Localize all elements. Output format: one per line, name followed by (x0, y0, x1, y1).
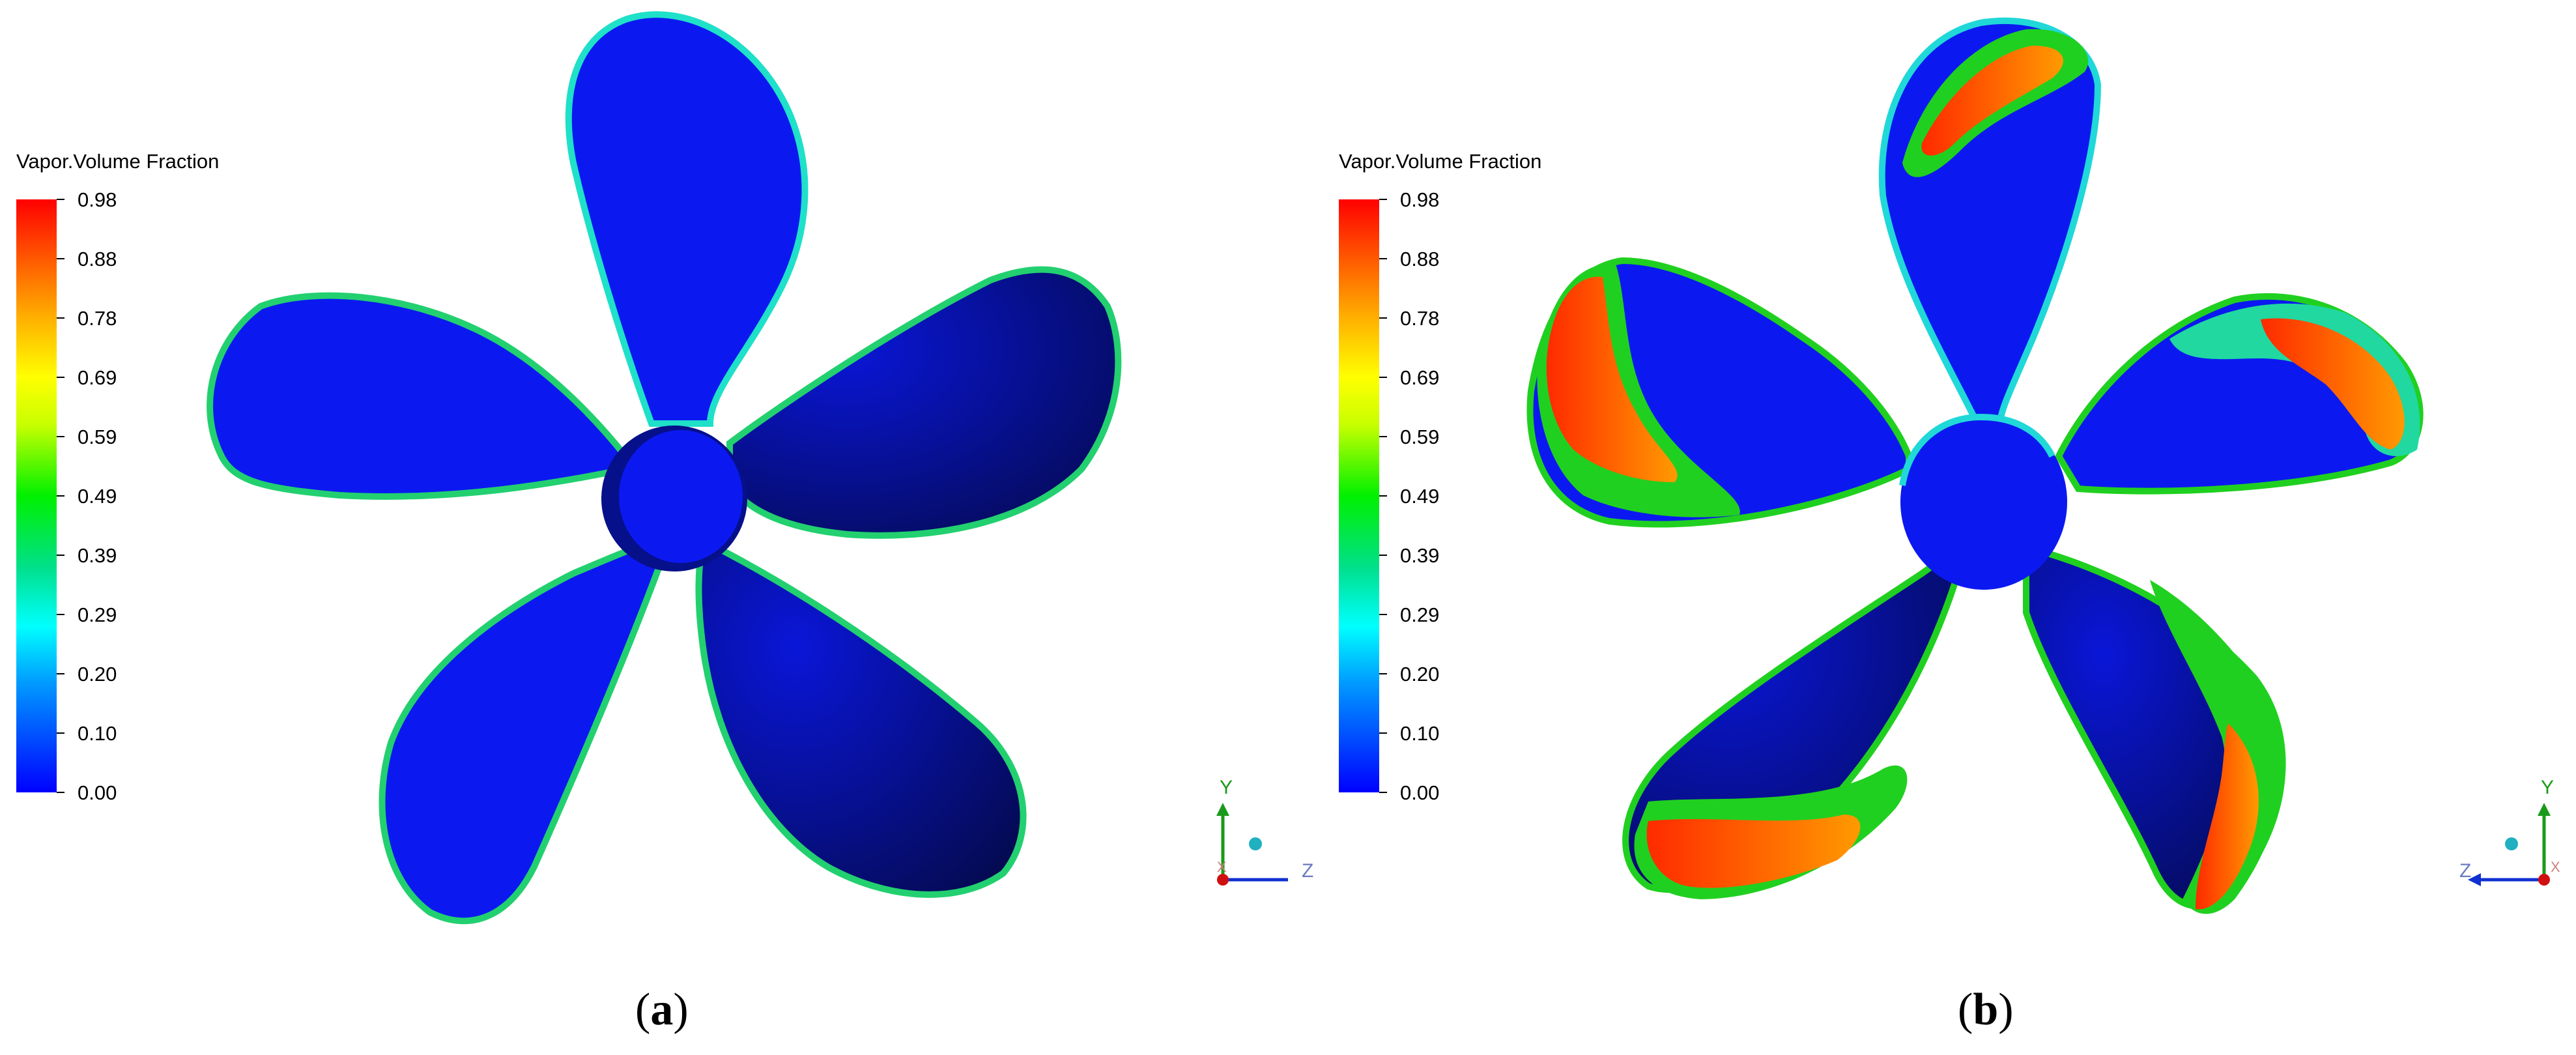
tick-label: 0.10 (1400, 722, 1440, 745)
blade (379, 529, 677, 925)
tick-mark (1379, 792, 1387, 793)
tick-label: 0.98 (1400, 188, 1440, 211)
axis-z-label: Z (2459, 860, 2472, 882)
tick-mark (57, 673, 64, 674)
cavitation-region (1546, 276, 1678, 482)
tick-mark (57, 258, 64, 259)
tick-label: 0.59 (1400, 426, 1440, 448)
tick-label: 0.78 (1400, 307, 1440, 330)
cavitation-region (2196, 723, 2259, 910)
propeller-render-a (207, 11, 1288, 925)
hub (1900, 414, 2067, 590)
tick-mark (57, 732, 64, 734)
tick-label: 0.39 (78, 544, 117, 567)
tick-label: 0.20 (78, 663, 117, 686)
axis-y-label: Y (2541, 777, 2555, 798)
tick-label: 0.39 (1400, 544, 1440, 567)
panel-b: Vapor.Volume Fraction 0.98 0.88 0.78 0.69 0.… (1323, 0, 2576, 1055)
axis-x-label: X (2551, 859, 2560, 875)
tick-mark (1379, 258, 1387, 259)
colorbar-title: Vapor.Volume Fraction (1339, 150, 1542, 173)
tick-mark (1379, 317, 1387, 319)
propeller-b (1526, 17, 2424, 914)
axes-triad (1216, 803, 1288, 886)
tick-label: 0.59 (78, 426, 117, 448)
tick-mark (1379, 673, 1387, 674)
cavitation-region (1899, 413, 2055, 486)
colorbar-title: Vapor.Volume Fraction (16, 150, 220, 173)
tick-label: 0.69 (1400, 366, 1440, 389)
blade (565, 11, 809, 427)
propeller-a (207, 11, 1122, 925)
tick-label: 0.49 (78, 485, 117, 508)
colorbar (1339, 199, 1379, 792)
tick-mark (1379, 199, 1387, 200)
tick-label: 0.29 (1400, 603, 1440, 626)
tick-mark (57, 495, 64, 497)
tick-mark (57, 317, 64, 319)
tick-label: 0.00 (1400, 781, 1440, 804)
colorbar-ticks: 0.98 0.88 0.78 0.69 0.59 0.49 0.39 0.29 0.20 0.10… (1379, 188, 1457, 804)
axis-x-label: X (1217, 859, 1227, 875)
panel-label-a: (a) (635, 985, 689, 1035)
tick-label: 0.69 (78, 366, 117, 389)
tick-mark (1379, 377, 1387, 378)
cavitation-region (2169, 303, 2420, 456)
tick-label: 0.29 (78, 603, 117, 626)
tick-mark (57, 614, 64, 615)
propeller-render-b (1526, 17, 2551, 914)
tick-label: 0.20 (1400, 663, 1440, 686)
blade (207, 292, 629, 500)
cavitation-region (1646, 815, 1861, 888)
tick-label: 0.88 (78, 248, 117, 270)
tick-mark (1379, 495, 1387, 497)
tick-mark (57, 555, 64, 556)
axis-y-label: Y (1220, 777, 1233, 798)
colorbar (16, 199, 57, 792)
tick-label: 0.00 (78, 781, 117, 804)
tick-label: 0.98 (78, 188, 117, 211)
tick-mark (57, 199, 64, 200)
tick-mark (1379, 732, 1387, 734)
axis-z-label: Z (1302, 860, 1314, 882)
cavitation-region (1921, 46, 2063, 156)
tick-mark (57, 377, 64, 378)
tick-mark (1379, 555, 1387, 556)
tick-mark (57, 792, 64, 793)
tick-label: 0.10 (78, 722, 117, 745)
blade (695, 536, 1027, 898)
panel-a: Vapor.Volume Fraction 0.98 0.88 0.78 0.69 0.… (16, 11, 1288, 1035)
cavitation-region (2261, 318, 2405, 450)
blade (726, 266, 1122, 539)
colorbar-ticks: 0.98 0.88 0.78 0.69 0.59 0.49 0.39 0.29 0.20 0.10… (57, 188, 135, 804)
axes-triad (2468, 803, 2551, 886)
tick-label: 0.78 (78, 307, 117, 330)
hub-face (619, 430, 743, 563)
tick-mark (1379, 436, 1387, 437)
tick-label: 0.49 (1400, 485, 1440, 508)
tick-mark (57, 436, 64, 437)
tick-label: 0.88 (1400, 248, 1440, 270)
tick-mark (1379, 614, 1387, 615)
panel-label-b: (b) (1958, 985, 2014, 1035)
